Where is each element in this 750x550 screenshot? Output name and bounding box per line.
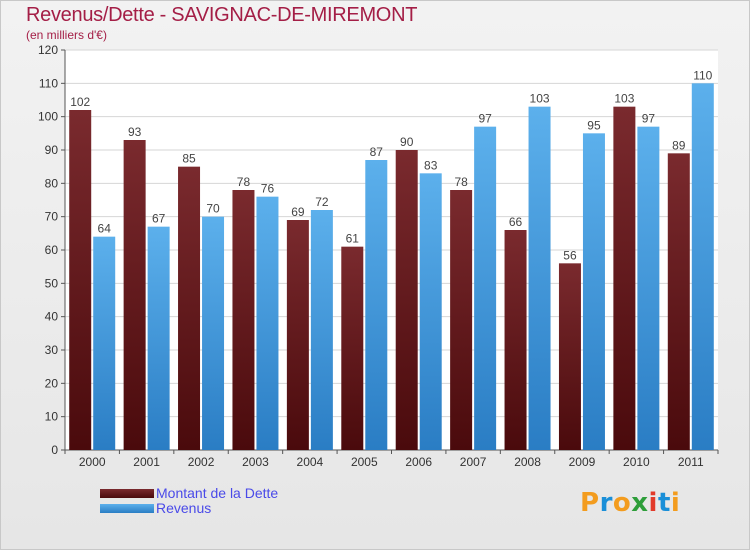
legend-label-revenus: Revenus: [156, 500, 212, 516]
data-label-revenus: 97: [478, 112, 492, 126]
data-label-revenus: 97: [642, 112, 656, 126]
bar-dette: [395, 150, 418, 450]
logo-letter: x: [631, 488, 649, 518]
x-tick-label: 2008: [514, 455, 541, 469]
x-tick-label: 2007: [460, 455, 487, 469]
data-label-revenus: 64: [98, 222, 112, 236]
logo-letter: i: [670, 488, 681, 518]
x-tick-label: 2010: [623, 455, 650, 469]
bar-dette: [123, 140, 146, 450]
logo-letter: r: [599, 488, 613, 518]
data-label-dette: 93: [128, 125, 142, 139]
data-label-dette: 66: [509, 215, 523, 229]
data-label-dette: 102: [70, 95, 90, 109]
y-tick-label: 120: [38, 43, 58, 57]
data-label-revenus: 67: [152, 212, 166, 226]
x-tick-label: 2003: [242, 455, 269, 469]
y-tick-label: 0: [51, 443, 58, 457]
bar-dette: [558, 263, 581, 450]
data-label-dette: 85: [182, 152, 196, 166]
logo-letter: P: [580, 488, 600, 518]
x-tick-label: 2001: [133, 455, 160, 469]
y-tick-label: 70: [45, 210, 59, 224]
y-tick-label: 60: [45, 243, 59, 257]
legend-swatch-dette: [100, 489, 154, 498]
data-label-revenus: 87: [370, 145, 384, 159]
chart-title: Revenus/Dette - SAVIGNAC-DE-MIREMONT: [26, 4, 418, 26]
bar-revenus: [582, 133, 605, 451]
data-label-dette: 61: [346, 232, 360, 246]
y-tick-label: 40: [45, 310, 59, 324]
data-label-revenus: 76: [261, 182, 275, 196]
x-tick-label: 2011: [678, 455, 704, 469]
x-tick-label: 2009: [569, 455, 596, 469]
bar-dette: [232, 190, 255, 450]
x-tick-label: 2002: [188, 455, 215, 469]
data-label-revenus: 83: [424, 158, 438, 172]
bar-dette: [450, 190, 473, 450]
chart-subtitle: (en milliers d'€): [26, 28, 107, 42]
logo-letter: t: [657, 488, 671, 518]
bar-dette: [667, 153, 690, 451]
bar-revenus: [474, 126, 497, 451]
bar-dette: [178, 166, 201, 450]
y-tick-label: 50: [45, 276, 59, 290]
data-label-revenus: 70: [206, 202, 220, 216]
data-label-dette: 78: [237, 175, 251, 189]
bar-revenus: [256, 196, 279, 450]
legend-swatch-revenus: [100, 504, 154, 513]
y-tick-label: 30: [45, 343, 59, 357]
y-tick-label: 10: [45, 410, 59, 424]
logo-letter: i: [648, 488, 658, 518]
bar-revenus: [147, 226, 170, 450]
data-label-dette: 56: [563, 248, 577, 262]
x-tick-label: 2006: [405, 455, 432, 469]
bar-revenus: [365, 160, 388, 450]
y-tick-label: 80: [45, 176, 59, 190]
x-tick-label: 2000: [79, 455, 106, 469]
bar-dette: [341, 246, 364, 450]
bar-revenus: [528, 106, 551, 451]
data-label-revenus: 95: [587, 118, 601, 132]
bar-dette: [613, 106, 636, 451]
data-label-revenus: 110: [693, 68, 712, 82]
data-label-dette: 89: [672, 138, 686, 152]
bar-dette: [286, 220, 309, 450]
bar-revenus: [691, 83, 714, 450]
y-tick-label: 100: [38, 110, 58, 124]
bar-revenus: [637, 126, 660, 451]
data-label-dette: 69: [291, 205, 305, 219]
proxiti-logo: Proxiti: [580, 488, 680, 518]
legend-label-dette: Montant de la Dette: [156, 485, 279, 501]
bar-revenus: [419, 173, 442, 451]
y-tick-label: 90: [45, 143, 59, 157]
logo-letter: o: [612, 488, 632, 518]
data-label-dette: 103: [614, 92, 634, 106]
bar-revenus: [310, 210, 333, 450]
bar-revenus: [202, 216, 225, 450]
x-tick-label: 2004: [297, 455, 324, 469]
y-tick-label: 20: [45, 376, 59, 390]
data-label-revenus: 72: [315, 195, 329, 209]
bar-dette: [504, 230, 527, 450]
data-label-dette: 90: [400, 135, 414, 149]
data-label-revenus: 103: [530, 92, 550, 106]
x-tick-label: 2005: [351, 455, 378, 469]
y-tick-label: 110: [39, 76, 58, 90]
bar-dette: [69, 110, 92, 450]
data-label-dette: 78: [454, 175, 468, 189]
bar-revenus: [93, 236, 116, 450]
